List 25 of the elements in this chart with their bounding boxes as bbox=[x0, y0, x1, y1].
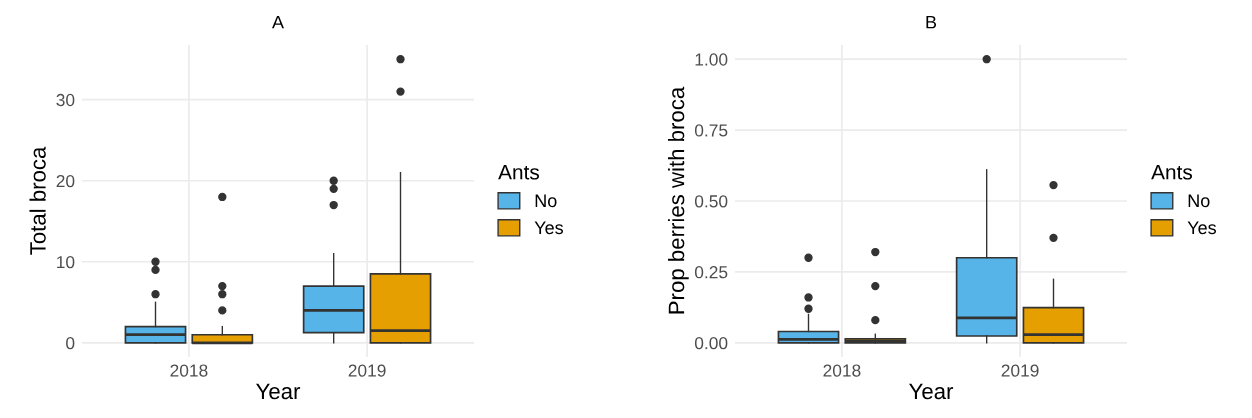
chart-title: A bbox=[272, 15, 284, 29]
y-tick-label: 0.00 bbox=[694, 336, 728, 350]
y-axis-title: Prop berries with broca bbox=[668, 86, 689, 314]
y-tick-label: 1.00 bbox=[695, 53, 728, 66]
legend-title: Ants bbox=[498, 165, 540, 180]
chart-title: B bbox=[926, 15, 937, 29]
legend-label: Yes bbox=[534, 221, 564, 235]
x-axis-title: Year bbox=[256, 383, 301, 400]
y-tick-label: 0.50 bbox=[694, 195, 728, 208]
y-tick-label: 0.75 bbox=[694, 124, 728, 137]
y-tick-label: 30 bbox=[56, 93, 75, 107]
x-tick-label: 2019 bbox=[1001, 364, 1039, 377]
y-axis-title: Total broca bbox=[29, 146, 46, 255]
legend-label: Yes bbox=[1187, 221, 1217, 235]
x-tick-label: 2018 bbox=[170, 364, 208, 377]
y-tick-label: 20 bbox=[56, 174, 75, 188]
x-tick-label: 2019 bbox=[348, 364, 386, 377]
y-tick-label: 0.25 bbox=[694, 266, 728, 279]
x-axis-title: Year bbox=[909, 383, 954, 400]
y-tick-label: 0 bbox=[66, 336, 75, 350]
y-tick-label: 10 bbox=[57, 255, 75, 269]
legend-label: No bbox=[535, 194, 557, 208]
legend-title: Ants bbox=[1151, 165, 1193, 180]
legend-label: No bbox=[1188, 194, 1210, 208]
x-tick-label: 2018 bbox=[823, 364, 861, 377]
